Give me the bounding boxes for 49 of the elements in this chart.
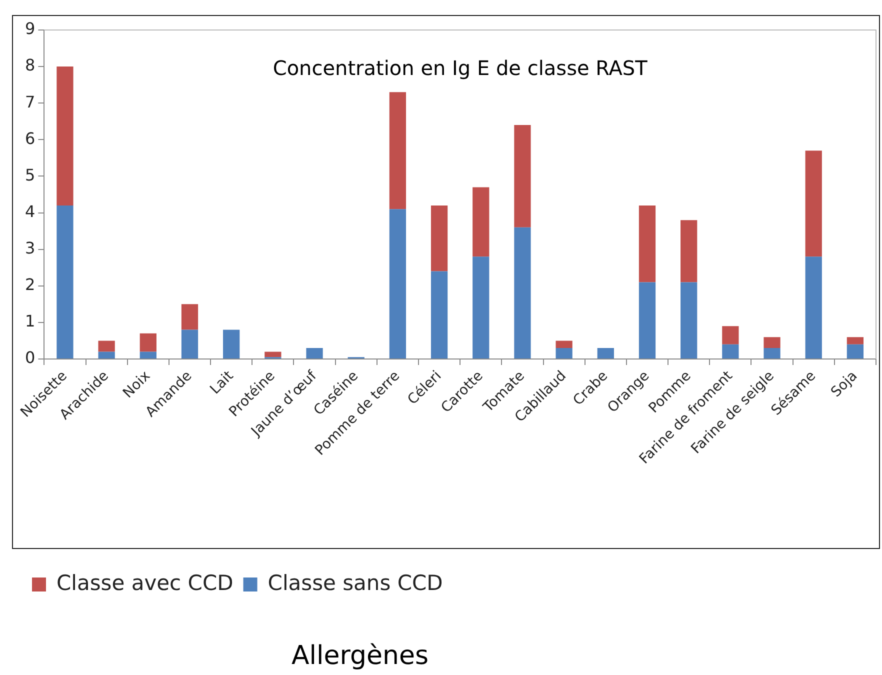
y-tick-label: 6 [24,128,36,148]
y-tick-label: 1 [24,312,36,331]
bar [306,348,323,358]
bar [223,330,240,358]
bar [430,271,448,358]
bar [722,326,739,344]
y-tick-label: 2 [24,275,36,294]
bar [389,92,406,210]
legend-label: Classe sans CCD [268,570,443,595]
y-tick-label: 3 [24,238,36,258]
bar [181,304,198,330]
bar [181,330,198,358]
bar [389,209,406,358]
bar [597,348,614,358]
bar [514,227,531,358]
bar [472,256,490,358]
y-tick-label: 9 [24,19,36,38]
bar [472,187,490,257]
text: Allergènes [292,640,428,671]
bar [805,150,822,257]
bar [556,340,572,348]
x-tick-label: Soja [828,368,861,400]
bar [846,344,864,358]
y-tick-label: 5 [24,165,36,184]
y-tick-label: 0 [24,348,36,368]
bar [638,282,656,358]
bar [430,205,448,272]
bar [514,125,531,228]
bar [140,352,156,358]
bar [764,337,780,348]
bar [846,337,864,344]
bar [764,348,780,358]
bar [556,348,572,358]
y-tick-label: 8 [24,56,36,75]
legend-label: Classe avec CCD [56,570,234,595]
bar [56,66,74,206]
bar [56,205,74,358]
bar [680,220,698,282]
text: Concentration en Ig E de classe RAST [272,56,648,80]
bar [805,256,822,358]
bar [98,340,115,352]
bar [140,333,156,352]
bar [722,344,739,358]
bar [638,205,656,282]
bar [264,352,282,358]
bar [98,352,115,358]
bar [680,282,698,358]
y-tick-label: 7 [24,92,36,112]
y-tick-label: 4 [24,202,36,221]
